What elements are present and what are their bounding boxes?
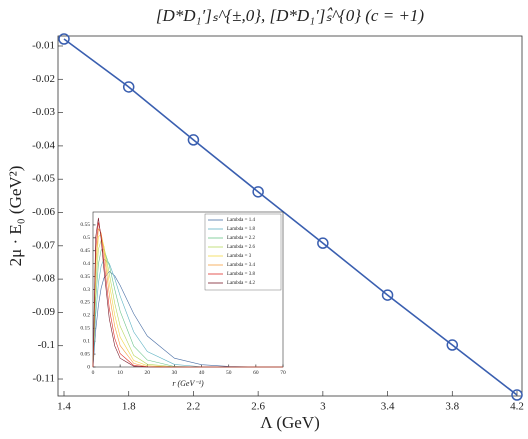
marker bbox=[187, 134, 200, 146]
x-tick-label: 1.4 bbox=[57, 401, 71, 413]
y-tick-label: -0.1 bbox=[38, 339, 55, 351]
y-tick-label: -0.09 bbox=[32, 306, 55, 318]
marker bbox=[252, 186, 264, 198]
series-line bbox=[92, 270, 283, 368]
y-tick-label: -0.02 bbox=[32, 73, 55, 85]
x-tick-label: 3.4 bbox=[381, 401, 395, 413]
y-tick-label: -0.03 bbox=[32, 106, 55, 118]
x-tick-label: 60 bbox=[253, 370, 259, 376]
x-tick-label: 0 bbox=[92, 370, 95, 376]
legend-label: Lambda = 1.8 bbox=[227, 227, 255, 232]
x-tick-label: 20 bbox=[145, 370, 151, 376]
x-tick-label: 4.2 bbox=[510, 401, 524, 413]
y-tick-label: -0.07 bbox=[32, 239, 55, 251]
y-tick-label: 0.4 bbox=[83, 261, 90, 267]
x-tick-label: 10 bbox=[117, 370, 123, 376]
y-tick-label: -0.04 bbox=[32, 139, 55, 151]
legend-label: Lambda = 2.6 bbox=[227, 245, 255, 250]
series-line bbox=[92, 217, 283, 368]
marker bbox=[122, 81, 135, 93]
marker bbox=[317, 237, 329, 249]
x-tick-label: 40 bbox=[199, 370, 205, 376]
y-tick-label: -0.08 bbox=[32, 273, 55, 285]
y-tick-label: 0.5 bbox=[83, 235, 90, 241]
y-tick-label: -0.11 bbox=[32, 373, 55, 385]
y-tick-label: 0.3 bbox=[83, 287, 90, 293]
x-tick-label: 3 bbox=[320, 401, 326, 413]
x-tick-label: 2.2 bbox=[187, 401, 201, 413]
marker bbox=[58, 33, 70, 45]
x-tick-label: 50 bbox=[226, 370, 232, 376]
y-axis-label: 2μ · E₀ (GeV²) bbox=[6, 166, 25, 267]
y-tick-label: 0.05 bbox=[80, 351, 90, 357]
legend-label: Lambda = 2.2 bbox=[227, 236, 255, 241]
series-line bbox=[63, 38, 518, 396]
x-tick-label: 2.6 bbox=[251, 401, 265, 413]
y-tick-label: -0.05 bbox=[32, 173, 55, 185]
y-tick-label: 0.2 bbox=[83, 313, 90, 319]
legend-label: Lambda = 4.2 bbox=[227, 281, 255, 286]
legend-label: Lambda = 3.4 bbox=[227, 263, 255, 268]
x-tick-label: 70 bbox=[280, 370, 286, 376]
y-tick-label: -0.01 bbox=[32, 40, 55, 52]
x-axis-label: r (GeV⁻¹) bbox=[172, 379, 204, 388]
y-tick-label: 0.45 bbox=[80, 248, 90, 254]
legend-label: Lambda = 3 bbox=[227, 254, 252, 259]
legend-label: Lambda = 3.8 bbox=[227, 272, 255, 277]
y-tick-label: 0.15 bbox=[80, 326, 90, 332]
legend-box bbox=[204, 213, 282, 291]
x-tick-label: 3.8 bbox=[445, 401, 459, 413]
x-tick-label: 1.8 bbox=[122, 401, 136, 413]
chart-title: [D*D₁′]ₛ^{±,0}, [D*D₁′]ₛ̂^{0} (c = +1) bbox=[156, 6, 425, 25]
x-axis-label: Λ (GeV) bbox=[260, 413, 320, 432]
y-tick-label: 0.25 bbox=[80, 300, 90, 306]
x-tick-label: 30 bbox=[172, 370, 178, 376]
y-tick-label: 0.35 bbox=[80, 274, 90, 280]
y-tick-label: 0.1 bbox=[83, 338, 90, 344]
marker bbox=[381, 289, 394, 301]
y-tick-label: -0.06 bbox=[32, 206, 55, 218]
marker bbox=[511, 389, 523, 401]
legend-label: Lambda = 1.4 bbox=[227, 218, 255, 223]
y-tick-label: 0.55 bbox=[80, 222, 90, 228]
marker bbox=[446, 339, 459, 351]
y-tick-label: 0 bbox=[87, 364, 90, 370]
